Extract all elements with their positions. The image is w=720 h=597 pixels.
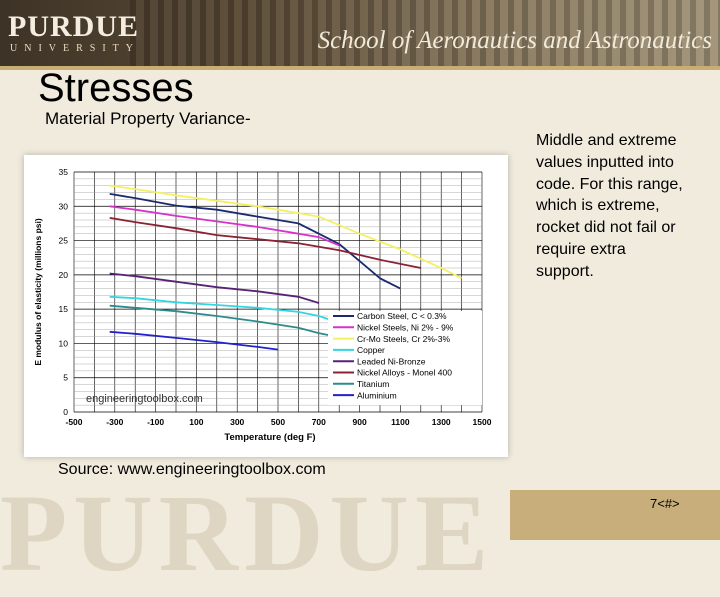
y-tick-label: 15	[59, 304, 69, 314]
header-banner: PURDUE UNIVERSITY School of Aeronautics …	[0, 0, 720, 66]
footer-bar	[510, 490, 720, 540]
y-tick-label: 10	[59, 338, 69, 348]
x-tick-label: 500	[271, 417, 285, 427]
series-line-0	[109, 193, 401, 290]
x-tick-label: 900	[353, 417, 367, 427]
legend-label-1: Nickel Steels, Ni 2% - 9%	[357, 323, 454, 333]
side-note: Middle and extreme values inputted into …	[536, 132, 683, 280]
legend-label-6: Titanium	[357, 379, 389, 389]
slide-title: Stresses	[38, 66, 194, 110]
school-name: School of Aeronautics and Astronautics	[317, 27, 712, 54]
x-tick-label: 1300	[432, 417, 451, 427]
x-tick-label: 100	[189, 417, 203, 427]
purdue-watermark: PURDUE	[0, 472, 495, 594]
chart-watermark: engineeringtoolbox.com	[86, 393, 203, 405]
series-line-7	[109, 330, 279, 351]
x-tick-label: 1500	[473, 417, 492, 427]
x-tick-label: -100	[147, 417, 164, 427]
series-line-2	[109, 184, 463, 280]
series-line-6	[109, 304, 340, 339]
x-tick-label: 300	[230, 417, 244, 427]
series-line-4	[109, 272, 320, 304]
purdue-logo: PURDUE	[8, 10, 139, 43]
legend-label-3: Copper	[357, 345, 385, 355]
y-tick-label: 0	[63, 407, 68, 417]
legend-label-4: Leaded Ni-Bronze	[357, 356, 426, 366]
y-axis-label: E modulus of elasticity (millions psi)	[33, 218, 43, 366]
x-tick-label: -500	[65, 417, 82, 427]
y-tick-label: 25	[59, 236, 69, 246]
series-line-3	[109, 295, 330, 321]
purdue-logo-sub: UNIVERSITY	[10, 43, 140, 54]
series-line-1	[109, 205, 340, 247]
header-building-image	[130, 0, 720, 66]
legend-label-7: Aluminium	[357, 390, 397, 400]
x-tick-label: 1100	[391, 417, 410, 427]
header-rule	[0, 66, 720, 70]
legend-label-2: Cr-Mo Steels, Cr 2%-3%	[357, 334, 450, 344]
legend-label-5: Nickel Alloys - Monel 400	[357, 368, 452, 378]
y-tick-label: 35	[59, 167, 69, 177]
modulus-chart: engineeringtoolbox.com -500 -300 -100 100 30…	[33, 167, 492, 443]
y-tick-label: 30	[59, 201, 69, 211]
x-tick-label: 700	[312, 417, 326, 427]
chart-container: engineeringtoolbox.com -500 -300 -100 100 30…	[24, 155, 508, 457]
legend-label-0: Carbon Steel, C < 0.3%	[357, 311, 447, 321]
source-caption: Source: www.engineeringtoolbox.com	[58, 461, 326, 478]
y-tick-label: 20	[59, 270, 69, 280]
y-tick-label: 5	[63, 373, 68, 383]
x-axis-label: Temperature (deg F)	[224, 432, 315, 443]
series-line-5	[109, 217, 421, 269]
slide-subtitle: Material Property Variance-	[45, 109, 251, 128]
slide-number: 7<#>	[650, 496, 680, 511]
x-tick-label: -300	[106, 417, 123, 427]
